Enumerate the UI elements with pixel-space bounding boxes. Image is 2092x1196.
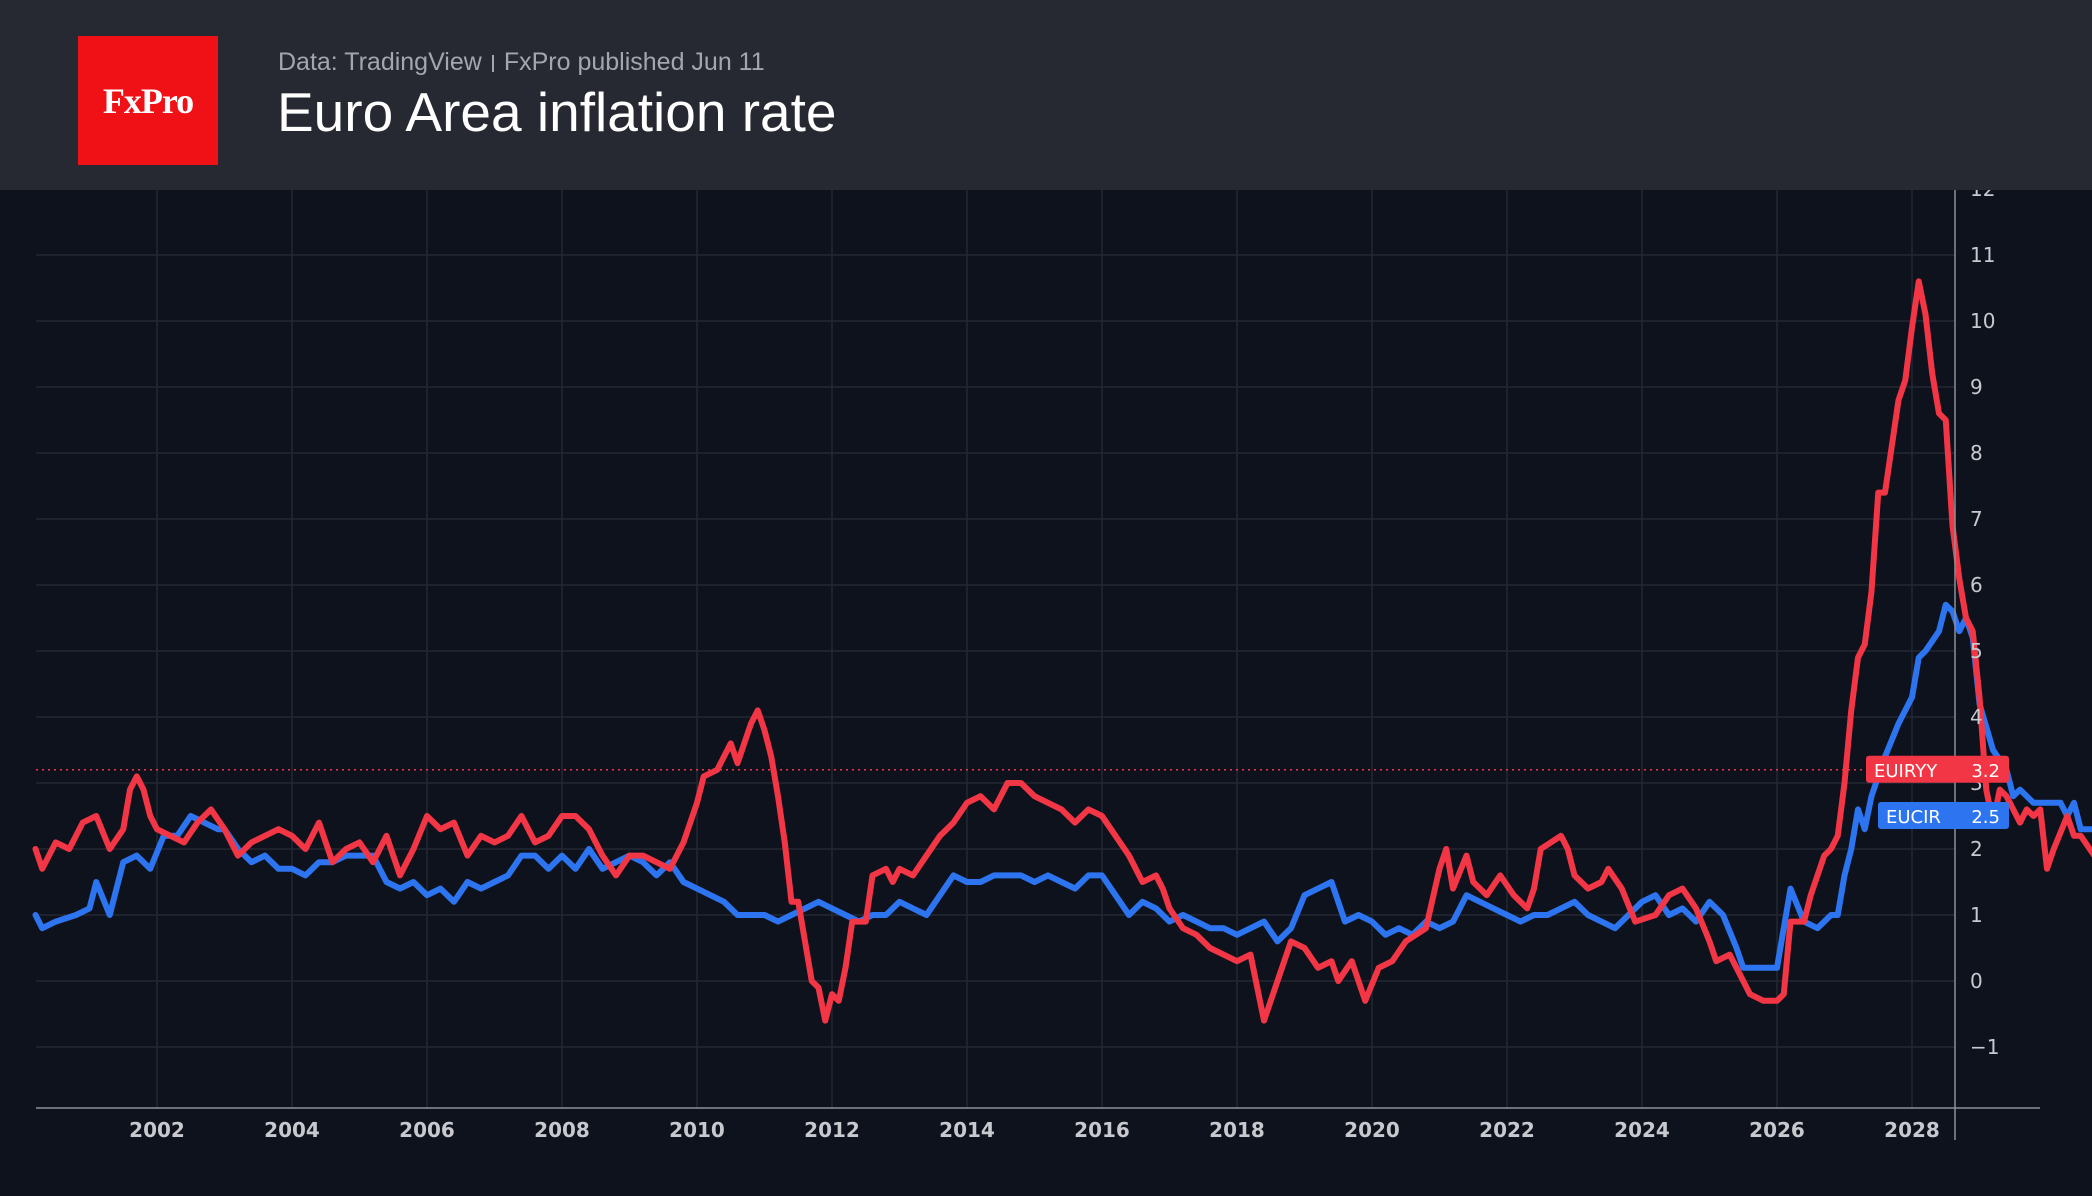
- x-tick-label: 2006: [399, 1118, 455, 1142]
- y-tick-label: 11: [1970, 243, 1995, 267]
- x-tick-label: 2014: [939, 1118, 995, 1142]
- fxpro-logo: FxPro: [78, 36, 218, 165]
- header-bar: FxPro Data: TradingView FxPro published J…: [0, 0, 2092, 190]
- y-tick-label: 0: [1970, 969, 1983, 993]
- y-tick-label: 8: [1970, 441, 1983, 465]
- x-tick-label: 2016: [1074, 1118, 1130, 1142]
- y-tick-label: 7: [1970, 507, 1983, 531]
- y-tick-label: 4: [1970, 705, 1983, 729]
- tag-name-euiryy: EUIRYY: [1874, 761, 1938, 782]
- tag-value-eucir: 2.5: [1971, 807, 2000, 828]
- x-tick-label: 2018: [1209, 1118, 1265, 1142]
- x-tick-label: 2028: [1884, 1118, 1940, 1142]
- x-tick-label: 2008: [534, 1118, 590, 1142]
- x-tick-label: 2002: [129, 1118, 185, 1142]
- published-date: FxPro published Jun 11: [503, 48, 765, 76]
- y-tick-label: 5: [1970, 639, 1983, 663]
- tag-euiryy: [1866, 755, 2009, 783]
- y-tick-label: −1: [1970, 1035, 1999, 1059]
- separator: [491, 54, 494, 72]
- x-tick-label: 2024: [1614, 1118, 1670, 1142]
- x-gridlines: [156, 190, 1913, 1108]
- series-line-euiryy: [32, 278, 2092, 1024]
- y-gridlines: [36, 254, 1955, 1048]
- x-tick-label: 2022: [1479, 1118, 1535, 1142]
- data-source: Data: TradingView: [278, 48, 482, 76]
- x-tick-label: 2020: [1344, 1118, 1400, 1142]
- y-tick-label: 6: [1970, 573, 1983, 597]
- last-value-tags: EUIRYY 3.2 EUCIR 2.5: [1866, 755, 2009, 829]
- tag-name-eucir: EUCIR: [1886, 807, 1941, 828]
- source-line: Data: TradingView FxPro published Jun 11: [278, 48, 765, 77]
- chart-title: Euro Area inflation rate: [277, 81, 837, 143]
- x-tick-label: 2012: [804, 1118, 860, 1142]
- series-line-eucir: [32, 601, 2092, 971]
- x-tick-label: 2004: [264, 1118, 320, 1142]
- x-tick-label: 2010: [669, 1118, 725, 1142]
- y-tick-label: 1: [1970, 903, 1983, 927]
- y-tick-label: 10: [1970, 309, 1995, 333]
- x-tick-label: 2026: [1749, 1118, 1805, 1142]
- y-tick-label: 9: [1970, 375, 1983, 399]
- y-axis-ticks: −10123456789101112: [1970, 177, 1999, 1059]
- y-tick-label: 2: [1970, 837, 1983, 861]
- tag-eucir: [1878, 802, 2009, 829]
- tag-value-euiryy: 3.2: [1971, 761, 2000, 782]
- x-axis-ticks: 2002 2004 2006 2008 2010 2012 2014 2016 2018 2020…: [129, 1118, 1940, 1142]
